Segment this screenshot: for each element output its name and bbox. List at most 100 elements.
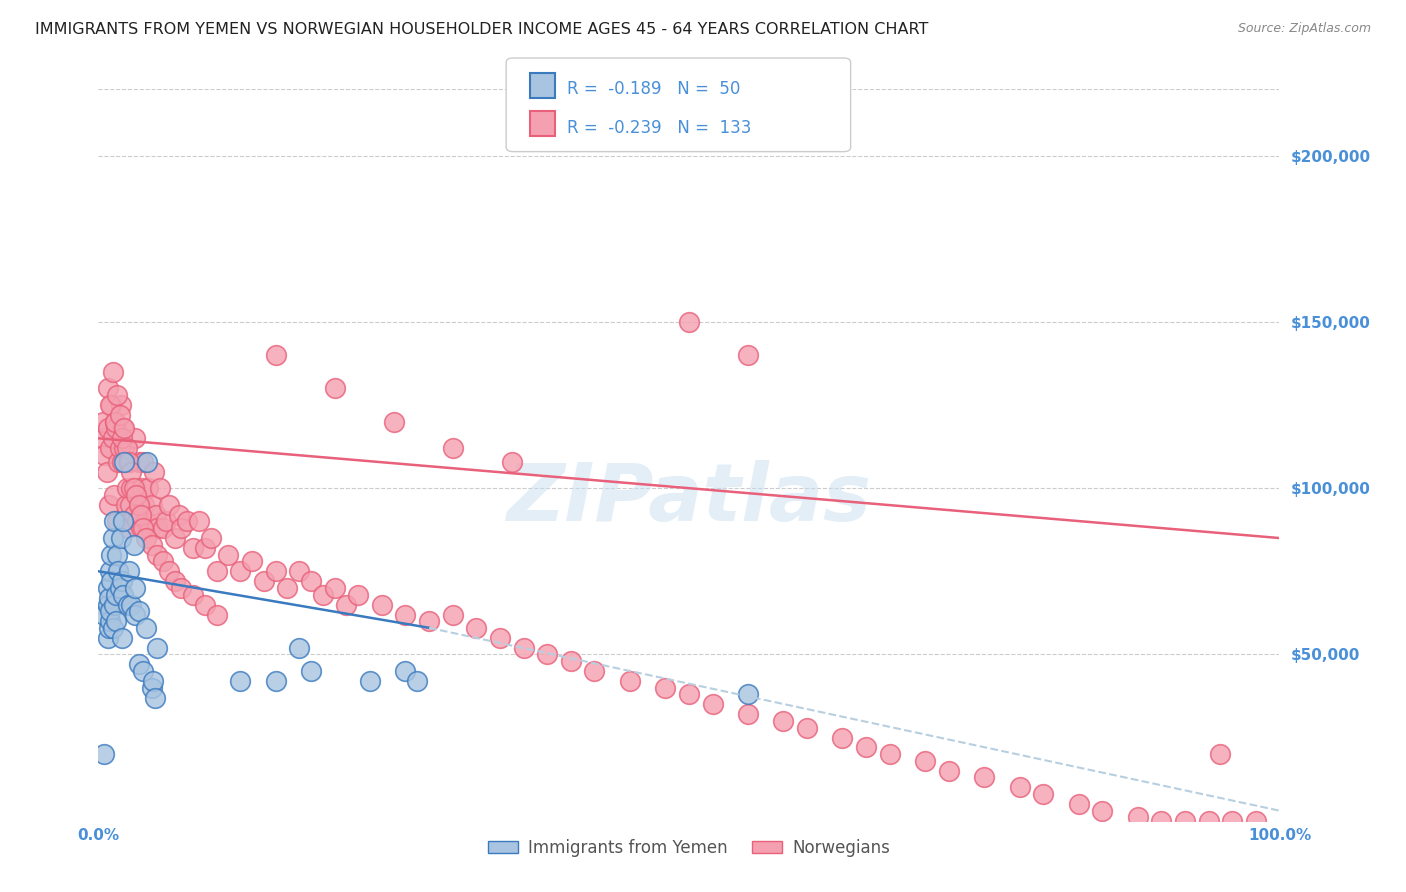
Point [1032, 787, 1054, 801]
Point [117, 521, 139, 535]
Point [167, 508, 190, 522]
Point [194, 541, 217, 555]
Point [98, 398, 121, 412]
Point [104, 415, 127, 429]
Point [678, 315, 700, 329]
Point [105, 421, 128, 435]
Point [122, 508, 145, 522]
Point [115, 481, 138, 495]
Point [124, 431, 146, 445]
Point [141, 498, 163, 512]
Point [118, 564, 141, 578]
Point [98, 621, 121, 635]
Point [122, 538, 145, 552]
Point [98, 564, 121, 578]
Point [1150, 814, 1173, 828]
Point [1091, 804, 1114, 818]
Point [110, 531, 132, 545]
Point [143, 690, 166, 705]
Point [737, 348, 759, 362]
Point [205, 607, 228, 622]
Point [335, 598, 357, 612]
Point [131, 481, 153, 495]
Point [394, 607, 416, 622]
Point [93, 747, 115, 761]
Point [121, 481, 143, 495]
Point [112, 421, 135, 435]
Point [1244, 814, 1267, 828]
Point [146, 521, 169, 535]
Point [132, 521, 155, 535]
Point [127, 515, 149, 529]
Point [465, 621, 488, 635]
Point [125, 488, 148, 502]
Point [1126, 810, 1149, 824]
Point [323, 581, 346, 595]
Point [702, 698, 724, 712]
Point [200, 531, 222, 545]
Point [371, 598, 394, 612]
Point [1220, 814, 1243, 828]
Point [146, 548, 169, 562]
Point [111, 631, 134, 645]
Point [128, 498, 150, 512]
Point [104, 415, 127, 429]
Point [1008, 780, 1031, 795]
Point [512, 640, 534, 655]
Point [187, 515, 209, 529]
Point [394, 664, 416, 678]
Point [118, 454, 141, 468]
Point [165, 574, 187, 589]
Point [149, 481, 172, 495]
Point [205, 564, 228, 578]
Point [135, 621, 157, 635]
Point [583, 664, 606, 678]
Point [121, 598, 143, 612]
Point [441, 607, 464, 622]
Point [128, 454, 150, 468]
Point [135, 531, 157, 545]
Point [103, 598, 125, 612]
Point [120, 498, 142, 512]
Point [98, 498, 121, 512]
Point [132, 454, 155, 468]
Text: R =  -0.189   N =  50: R = -0.189 N = 50 [567, 80, 740, 98]
Text: R =  -0.239   N =  133: R = -0.239 N = 133 [567, 119, 751, 136]
Point [112, 442, 135, 456]
Point [100, 548, 122, 562]
Point [855, 740, 877, 755]
Point [93, 607, 115, 622]
Point [115, 442, 138, 456]
Point [831, 731, 853, 745]
Point [654, 681, 676, 695]
Point [135, 454, 157, 468]
Point [1174, 814, 1197, 828]
Point [105, 388, 128, 402]
Point [288, 564, 311, 578]
Point [128, 657, 150, 672]
Point [1198, 814, 1220, 828]
Point [134, 498, 156, 512]
Point [103, 515, 125, 529]
Point [772, 714, 794, 728]
Point [98, 591, 121, 605]
Point [100, 398, 122, 412]
Point [112, 588, 135, 602]
Point [108, 442, 131, 456]
Point [176, 515, 198, 529]
Point [96, 465, 118, 479]
Text: Source: ZipAtlas.com: Source: ZipAtlas.com [1237, 22, 1371, 36]
Point [128, 604, 150, 618]
Point [110, 398, 132, 412]
Point [97, 598, 120, 612]
Point [101, 365, 124, 379]
Point [157, 564, 180, 578]
Point [107, 564, 129, 578]
Point [136, 481, 159, 495]
Point [737, 707, 759, 722]
Point [914, 754, 936, 768]
Point [97, 581, 120, 595]
Point [91, 415, 114, 429]
Point [217, 548, 239, 562]
Point [536, 648, 558, 662]
